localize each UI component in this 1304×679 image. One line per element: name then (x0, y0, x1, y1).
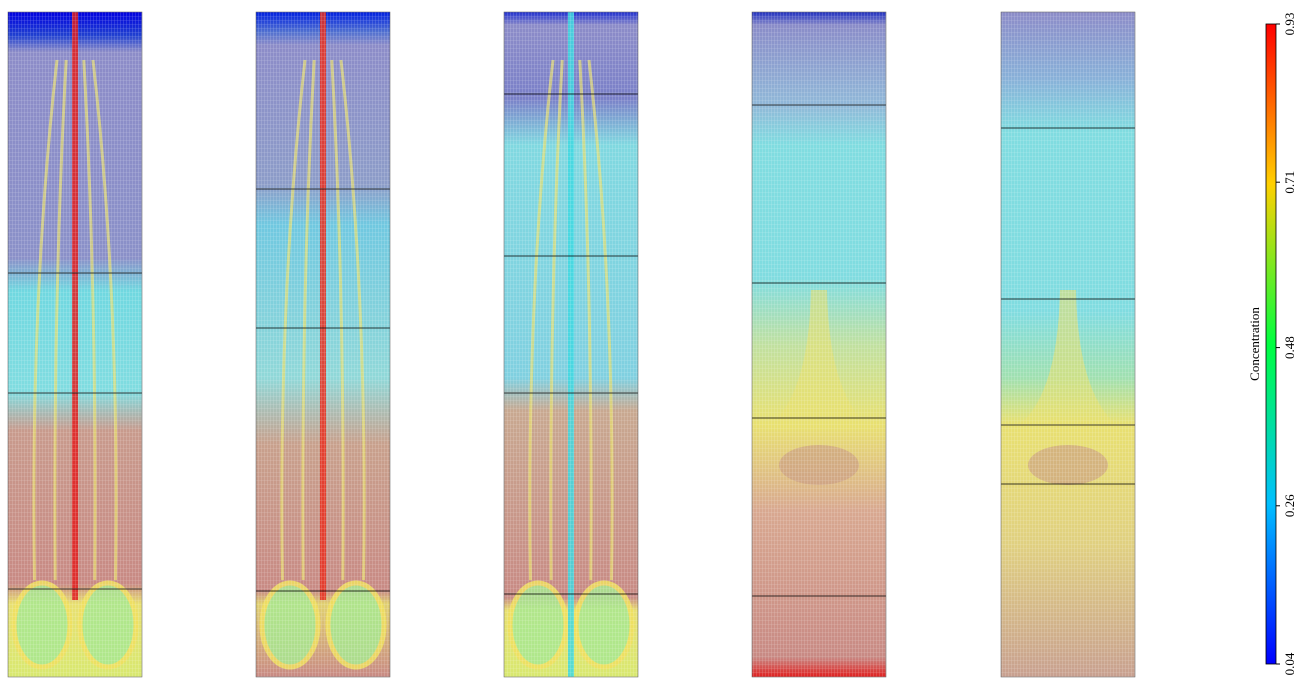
figure: 0.04 0.26 0.48 0.71 0.93 Concentration (0, 0, 1304, 679)
mesh (8, 12, 142, 677)
mesh (752, 12, 886, 677)
mesh (1001, 12, 1135, 677)
simulation-panel (504, 12, 638, 677)
simulation-panel (1001, 12, 1135, 677)
colorbar-label: Concentration (1247, 307, 1262, 381)
simulation-panel (256, 12, 390, 677)
mesh (256, 12, 390, 677)
mesh (504, 12, 638, 677)
simulation-panel (8, 12, 142, 677)
colorbar-tick-label: 0.26 (1282, 494, 1297, 517)
colorbar-tick-label: 0.71 (1282, 171, 1297, 194)
colorbar-tick-label: 0.48 (1282, 336, 1297, 359)
simulation-panel (752, 12, 886, 677)
colorbar (1266, 24, 1276, 664)
colorbar-tick-label: 0.93 (1282, 13, 1297, 36)
colorbar-tick-label: 0.04 (1282, 652, 1297, 675)
